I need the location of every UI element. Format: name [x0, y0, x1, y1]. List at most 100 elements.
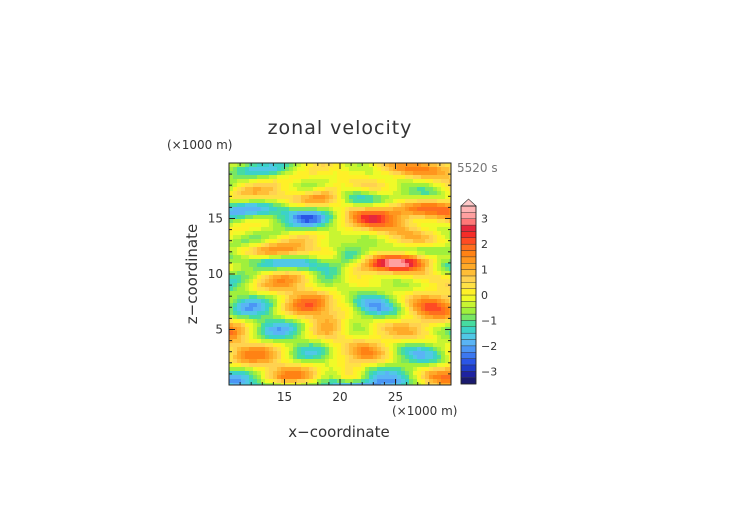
heatmap-cell [397, 375, 402, 380]
heatmap-cell [357, 231, 362, 236]
heatmap-cell [261, 231, 266, 236]
heatmap-cell [229, 287, 234, 292]
colorbar-box [460, 320, 477, 327]
heatmap-cell [377, 219, 382, 224]
heatmap-cell [373, 195, 378, 200]
heatmap-cell [421, 227, 426, 232]
heatmap-cell [437, 275, 442, 280]
heatmap-cell [233, 275, 238, 280]
heatmap-cell [329, 303, 334, 308]
heatmap-cell [277, 291, 282, 296]
heatmap-cell [265, 167, 270, 172]
heatmap-cell [237, 271, 242, 276]
heatmap-cell [333, 255, 338, 260]
heatmap-cell [249, 343, 254, 348]
heatmap-cell [365, 211, 370, 216]
heatmap-cell [409, 271, 414, 276]
heatmap-cell [401, 291, 406, 296]
heatmap-cell [237, 215, 242, 220]
heatmap-cell [349, 311, 354, 316]
heatmap-cell [241, 303, 246, 308]
heatmap-cell [409, 187, 414, 192]
heatmap-cell [277, 299, 282, 304]
heatmap-cell [437, 339, 442, 344]
heatmap-cell [229, 319, 234, 324]
heatmap-cell [377, 315, 382, 320]
heatmap-cell [265, 231, 270, 236]
heatmap-cell [425, 379, 430, 384]
heatmap-cell [389, 243, 394, 248]
heatmap-cell [449, 243, 451, 248]
heatmap-cell [445, 175, 450, 180]
heatmap-cell [429, 239, 434, 244]
heatmap-cell [297, 255, 302, 260]
heatmap-cell [445, 375, 450, 380]
heatmap-cell [377, 279, 382, 284]
heatmap-cell [397, 207, 402, 212]
heatmap-cell [329, 291, 334, 296]
heatmap-cell [377, 335, 382, 340]
heatmap-cell [277, 295, 282, 300]
heatmap-cell [297, 239, 302, 244]
heatmap-cell [317, 183, 322, 188]
heatmap-cell [413, 215, 418, 220]
heatmap-cell [385, 235, 390, 240]
x-tick-label: 20 [332, 390, 347, 404]
heatmap-cell [441, 211, 446, 216]
heatmap-cell [265, 299, 270, 304]
heatmap-cell [345, 175, 350, 180]
heatmap-cell [269, 215, 274, 220]
heatmap-cell [401, 283, 406, 288]
heatmap-cell [341, 187, 346, 192]
heatmap-cell [301, 343, 306, 348]
heatmap-cell [349, 327, 354, 332]
heatmap-cell [265, 251, 270, 256]
heatmap-cell [281, 163, 286, 168]
heatmap-cell [437, 287, 442, 292]
heatmap-cell [409, 203, 414, 208]
heatmap-cell [369, 263, 374, 268]
heatmap-cell [349, 343, 354, 348]
heatmap-cell [373, 207, 378, 212]
heatmap-cell [257, 263, 262, 268]
heatmap-cell [313, 303, 318, 308]
heatmap-cell [273, 291, 278, 296]
heatmap-cell [373, 247, 378, 252]
heatmap-cell [329, 379, 334, 384]
heatmap-cell [397, 319, 402, 324]
heatmap-cell [237, 299, 242, 304]
heatmap-cell [321, 339, 326, 344]
heatmap-cell [273, 191, 278, 196]
heatmap-cell [357, 207, 362, 212]
heatmap-cell [373, 271, 378, 276]
heatmap-cell [329, 191, 334, 196]
heatmap-cell [441, 323, 446, 328]
heatmap-cell [421, 179, 426, 184]
heatmap-cell [405, 179, 410, 184]
heatmap-cell [421, 247, 426, 252]
heatmap-cell [261, 199, 266, 204]
heatmap-cell [437, 363, 442, 368]
heatmap-cell [441, 207, 446, 212]
heatmap-cell [357, 271, 362, 276]
heatmap-cell [261, 343, 266, 348]
heatmap-cell [441, 167, 446, 172]
heatmap-cell [257, 311, 262, 316]
heatmap-cell [393, 259, 398, 264]
heatmap-cell [449, 259, 451, 264]
heatmap-cell [397, 175, 402, 180]
heatmap-cell [313, 323, 318, 328]
heatmap-cell [321, 191, 326, 196]
heatmap-cell [273, 179, 278, 184]
heatmap-cell [297, 167, 302, 172]
heatmap-cell [425, 187, 430, 192]
heatmap-cell [349, 347, 354, 352]
heatmap-cell [413, 379, 418, 384]
heatmap-cell [253, 215, 258, 220]
colorbar-box [460, 332, 477, 340]
heatmap-cell [325, 323, 330, 328]
heatmap-cell [357, 323, 362, 328]
heatmap-cell [373, 215, 378, 220]
heatmap-cell [233, 319, 238, 324]
heatmap-cell [269, 223, 274, 228]
